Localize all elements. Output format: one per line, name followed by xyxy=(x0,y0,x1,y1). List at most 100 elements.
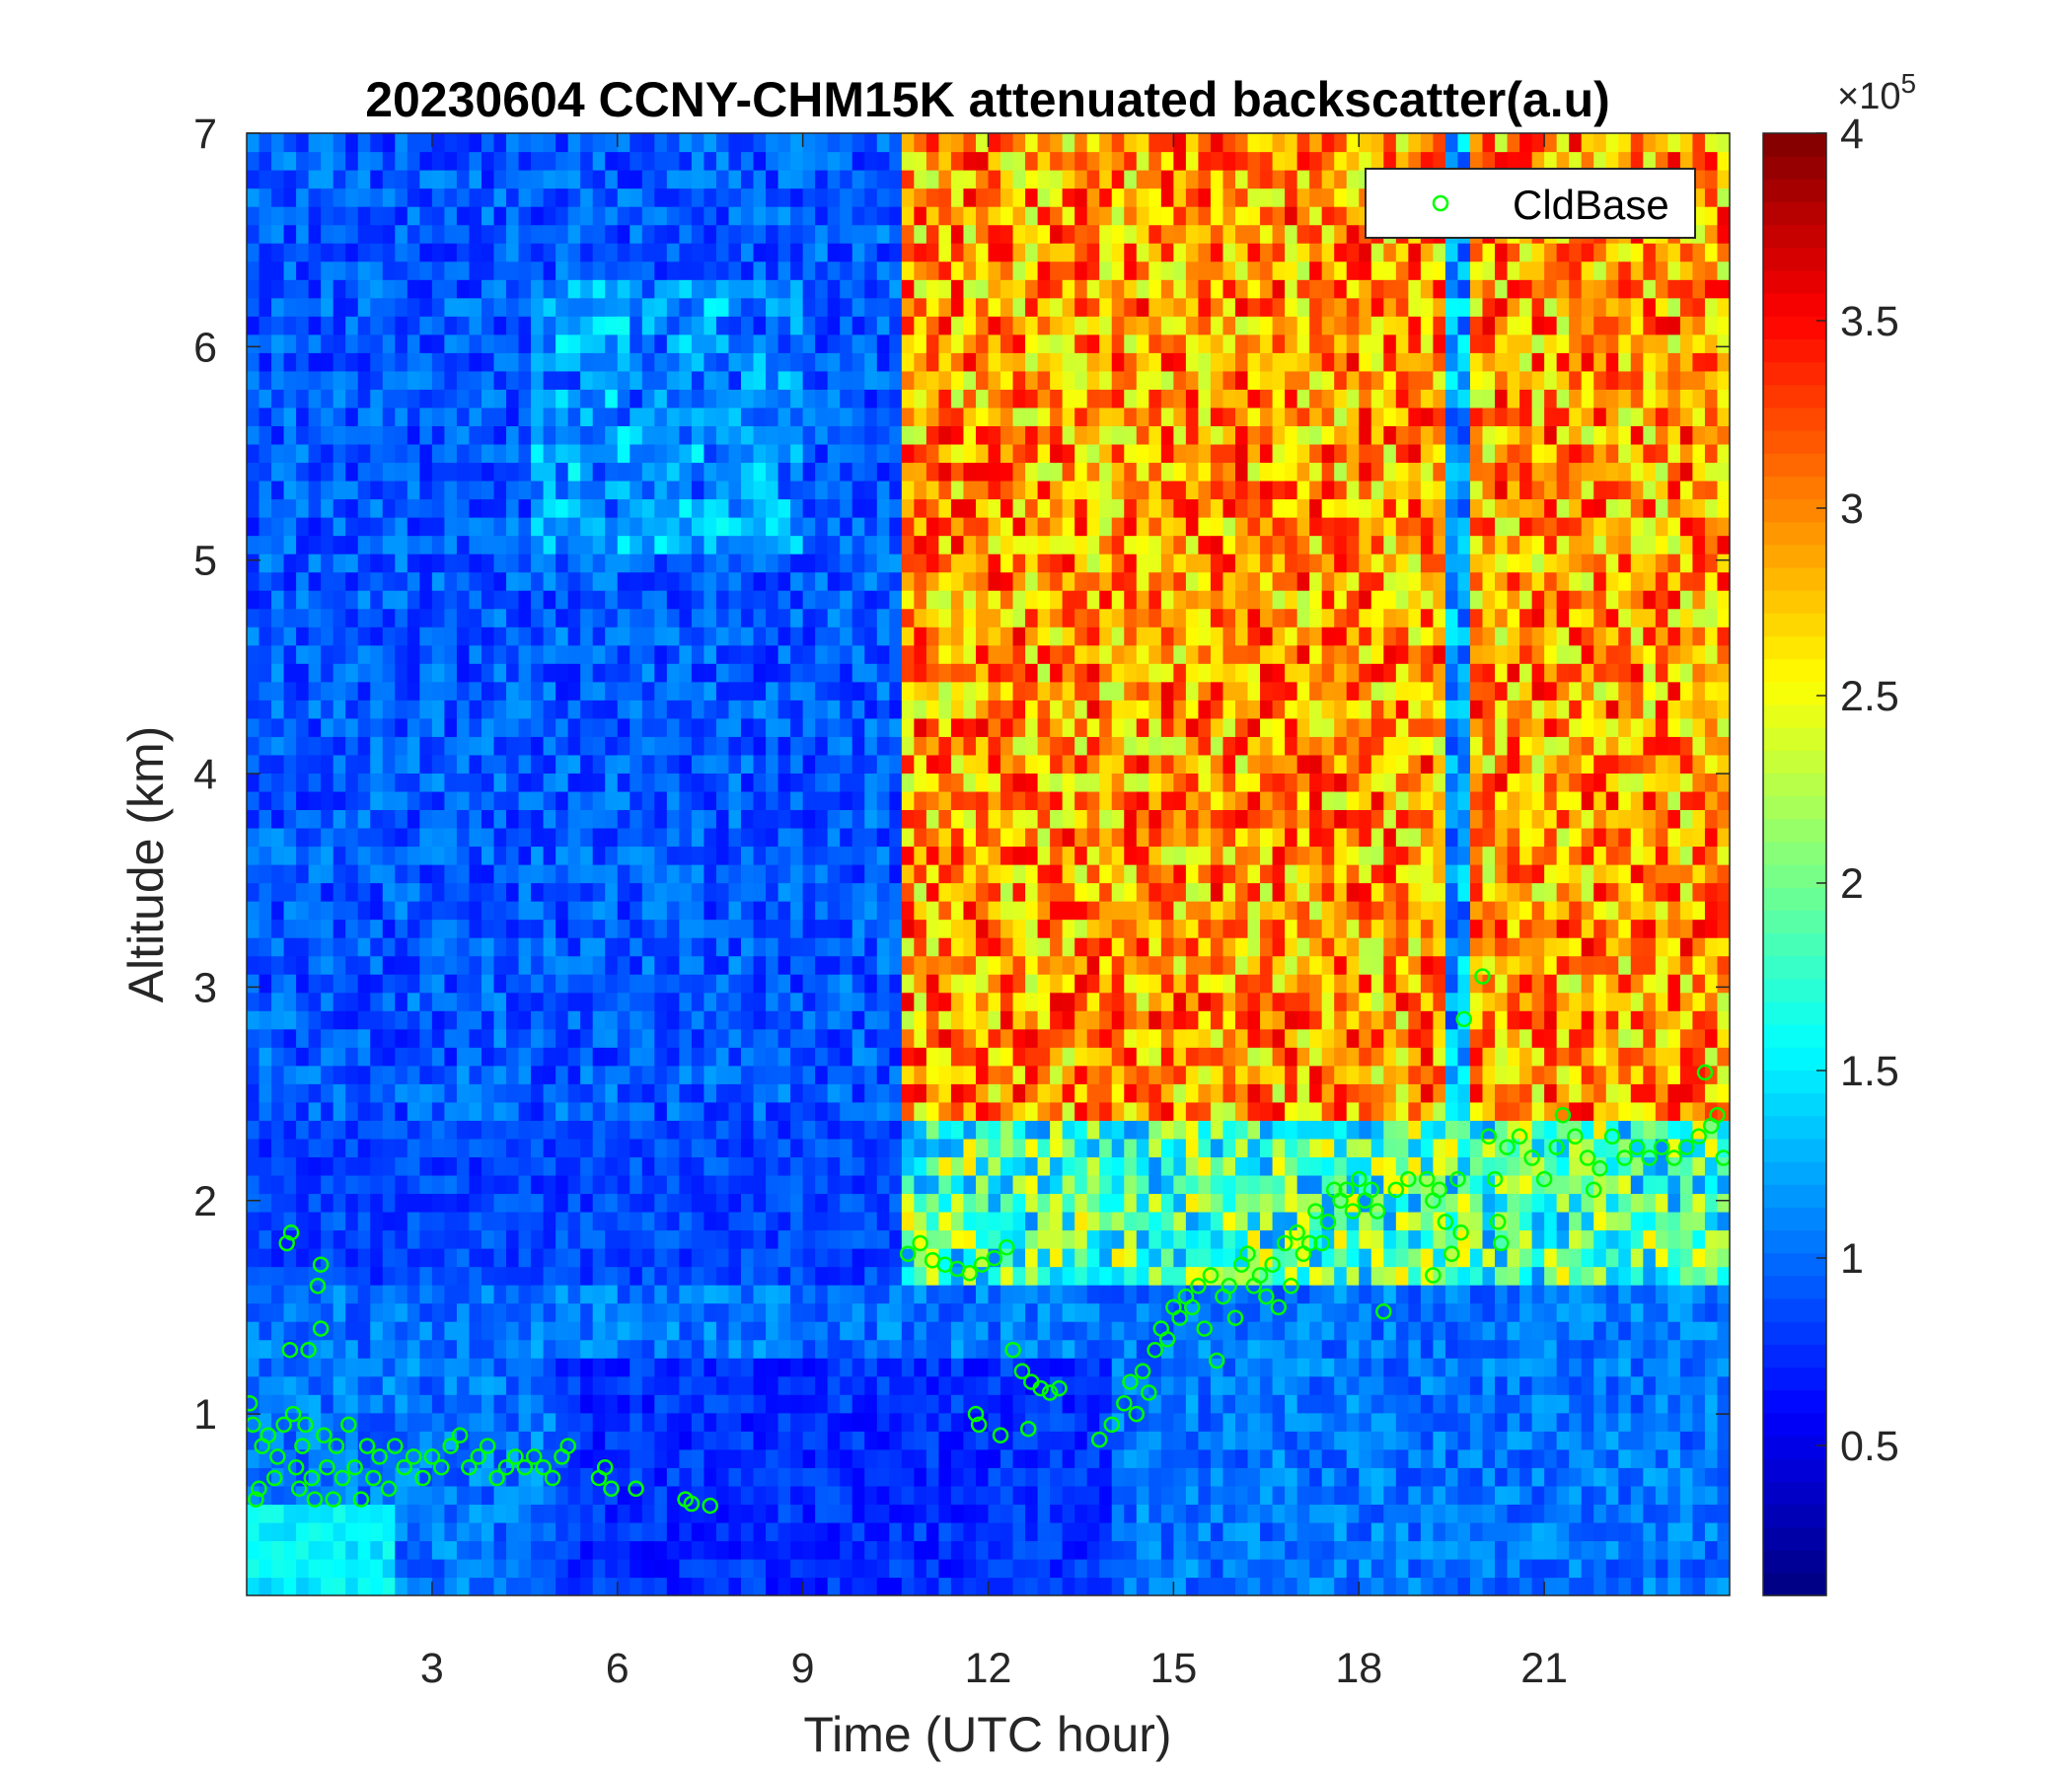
heatmap-cell xyxy=(444,1558,458,1579)
heatmap-cell xyxy=(753,1467,767,1487)
heatmap-cell xyxy=(395,1521,408,1542)
heatmap-cell xyxy=(456,297,471,317)
heatmap-cell xyxy=(580,1285,594,1304)
heatmap-cell xyxy=(555,1339,569,1359)
heatmap-cell xyxy=(493,535,507,555)
heatmap-cell xyxy=(345,407,359,427)
heatmap-cell xyxy=(654,919,668,938)
heatmap-cell xyxy=(617,1302,630,1322)
heatmap-cell xyxy=(703,554,717,573)
heatmap-cell xyxy=(741,1431,755,1450)
heatmap-cell xyxy=(889,407,903,427)
heatmap-cell xyxy=(444,1101,458,1121)
heatmap-cell xyxy=(703,389,717,408)
heatmap-cell xyxy=(827,224,841,244)
heatmap-cell xyxy=(889,1412,903,1432)
heatmap-cell xyxy=(876,644,890,664)
heatmap-cell xyxy=(654,1358,668,1377)
heatmap-cell xyxy=(914,535,927,555)
heatmap-cell xyxy=(469,462,482,481)
heatmap-cell xyxy=(741,736,755,756)
heatmap-cell xyxy=(901,1193,915,1213)
heatmap-cell xyxy=(469,992,482,1011)
heatmap-cell xyxy=(395,846,408,865)
heatmap-cell xyxy=(741,1285,755,1304)
heatmap-cell xyxy=(321,1412,334,1432)
heatmap-cell xyxy=(802,224,816,244)
heatmap-cell xyxy=(605,864,619,884)
heatmap-cell xyxy=(592,1065,606,1084)
heatmap-cell xyxy=(345,1138,359,1158)
heatmap-cell xyxy=(592,316,606,335)
heatmap-cell xyxy=(431,1193,446,1213)
heatmap-cell xyxy=(666,517,680,537)
heatmap-cell xyxy=(889,901,903,921)
heatmap-cell xyxy=(247,571,260,591)
heatmap-cell xyxy=(382,1248,396,1268)
heatmap-cell xyxy=(975,243,990,262)
heatmap-cell xyxy=(431,864,446,884)
heatmap-cell xyxy=(1000,1101,1014,1121)
heatmap-cell xyxy=(543,1010,556,1030)
heatmap-cell xyxy=(715,1266,730,1286)
heatmap-cell xyxy=(840,700,853,719)
heatmap-cell xyxy=(691,554,705,573)
heatmap-cell xyxy=(419,352,433,372)
heatmap-cell xyxy=(691,1083,705,1103)
heatmap-cell xyxy=(580,790,594,811)
heatmap-cell xyxy=(703,297,717,317)
heatmap-cell xyxy=(840,260,853,280)
heatmap-cell xyxy=(925,389,940,408)
heatmap-cell xyxy=(679,663,693,683)
heatmap-cell xyxy=(864,1101,878,1121)
heatmap-cell xyxy=(679,517,693,537)
heatmap-cell xyxy=(950,754,965,774)
heatmap-cell xyxy=(703,1211,717,1231)
heatmap-cell xyxy=(518,1229,532,1249)
heatmap-cell xyxy=(975,608,990,628)
heatmap-cell xyxy=(333,1302,346,1322)
heatmap-cell xyxy=(357,297,371,317)
heatmap-cell xyxy=(456,1394,471,1414)
heatmap-cell xyxy=(345,316,359,335)
heatmap-cell xyxy=(444,316,458,335)
heatmap-cell xyxy=(531,224,545,244)
heatmap-cell xyxy=(271,590,285,610)
heatmap-cell xyxy=(641,1229,655,1249)
heatmap-cell xyxy=(827,1101,841,1121)
heatmap-cell xyxy=(617,170,630,189)
heatmap-cell xyxy=(802,1120,816,1140)
heatmap-cell xyxy=(802,1504,816,1523)
heatmap-cell xyxy=(431,590,446,610)
heatmap-cell xyxy=(493,992,507,1011)
heatmap-cell xyxy=(938,1047,952,1067)
heatmap-cell xyxy=(703,1101,717,1121)
heatmap-cell xyxy=(271,1504,285,1523)
heatmap-cell xyxy=(407,644,420,664)
heatmap-cell xyxy=(641,1358,655,1377)
heatmap-cell xyxy=(493,480,507,500)
heatmap-cell xyxy=(840,773,853,792)
heatmap-cell xyxy=(283,333,297,353)
heatmap-cell xyxy=(357,352,371,372)
heatmap-cell xyxy=(617,1138,630,1158)
heatmap-cell xyxy=(654,1028,668,1048)
heatmap-cell xyxy=(777,1047,791,1067)
heatmap-cell xyxy=(629,1083,643,1103)
heatmap-cell xyxy=(815,498,829,518)
heatmap-cell xyxy=(753,535,767,555)
heatmap-cell xyxy=(469,1010,482,1030)
heatmap-cell xyxy=(876,1229,890,1249)
heatmap-cell xyxy=(493,919,507,938)
heatmap-cell xyxy=(876,1010,890,1030)
heatmap-cell xyxy=(580,1266,594,1286)
heatmap-cell xyxy=(555,1521,569,1542)
heatmap-cell xyxy=(641,243,655,262)
heatmap-cell xyxy=(321,554,334,573)
heatmap-cell xyxy=(580,1394,594,1414)
heatmap-cell xyxy=(518,407,532,427)
heatmap-cell xyxy=(580,1485,594,1505)
heatmap-cell xyxy=(555,1412,569,1432)
heatmap-cell xyxy=(741,627,755,646)
heatmap-cell xyxy=(481,608,495,628)
